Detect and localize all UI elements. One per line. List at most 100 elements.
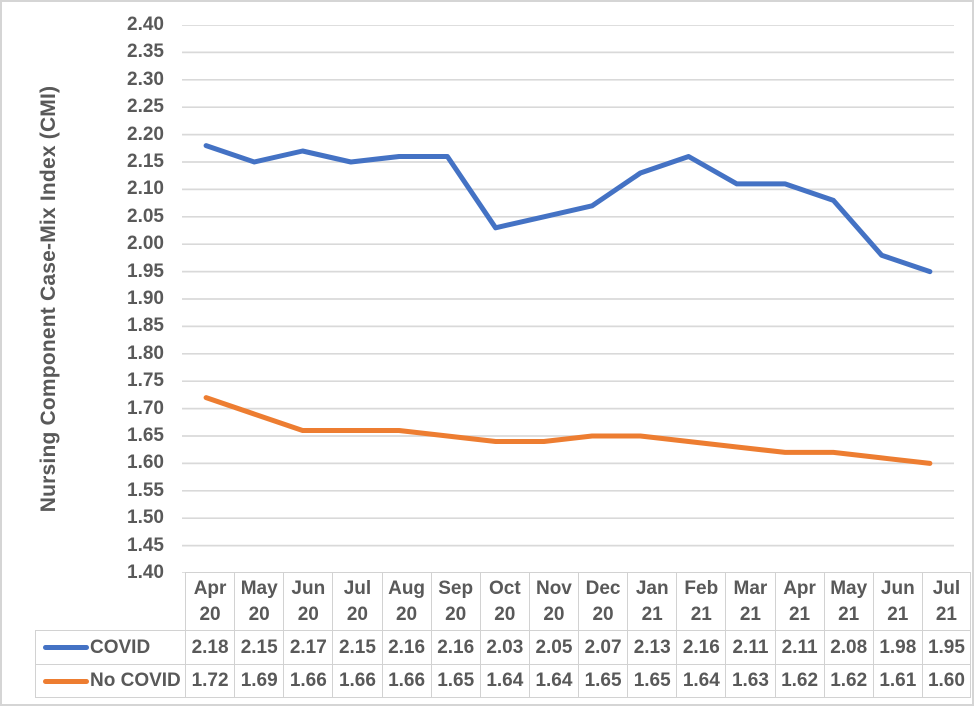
table-header-cell: May 20 — [234, 572, 284, 630]
table-header-cell: Feb 21 — [676, 572, 726, 630]
y-tick-label: 2.05 — [127, 205, 164, 227]
table-value-cell: 2.03 — [479, 630, 529, 664]
header-year: 20 — [346, 603, 368, 625]
table-header-cell: Dec 20 — [578, 572, 628, 630]
legend-cell: No COVID — [35, 664, 185, 698]
header-month: Sep — [438, 577, 474, 599]
y-tick-label: 2.15 — [127, 151, 164, 172]
y-tick-label: 2.40 — [127, 14, 164, 35]
y-tick-label: 2.00 — [127, 233, 164, 255]
table-value-cell: 1.95 — [921, 630, 971, 664]
table-value-cell: 2.16 — [381, 630, 431, 664]
header-month: Oct — [488, 577, 521, 599]
header-year: 21 — [641, 603, 663, 625]
y-axis-title: Nursing Component Case-Mix Index (CMI) — [37, 85, 60, 513]
header-month: Mar — [733, 577, 768, 599]
y-tick-label: 2.10 — [127, 178, 164, 200]
table-header-cell: Oct 20 — [479, 572, 529, 630]
header-year: 20 — [592, 603, 614, 625]
table-value-cell: 1.65 — [578, 664, 628, 698]
y-tick-label: 2.30 — [127, 68, 164, 90]
header-month: Nov — [535, 577, 572, 599]
table-value-cell: 2.16 — [676, 630, 726, 664]
y-tick-label: 1.40 — [127, 562, 164, 583]
table-value-cell: 1.62 — [774, 664, 824, 698]
table-value-cell: 1.72 — [185, 664, 235, 698]
table-value-cell: 1.69 — [234, 664, 284, 698]
header-year: 20 — [248, 603, 270, 625]
table-value-cell: 1.61 — [872, 664, 922, 698]
table-header-cell: Jul 20 — [332, 572, 382, 630]
y-tick-label: 1.70 — [127, 397, 164, 419]
legend-label: No COVID — [90, 670, 181, 691]
table-value-cell: 1.66 — [381, 664, 431, 698]
header-year: 20 — [494, 603, 516, 625]
header-year: 21 — [838, 603, 860, 625]
header-year: 21 — [690, 603, 712, 625]
table-value-cell: 1.65 — [430, 664, 480, 698]
header-month: Jun — [291, 577, 326, 599]
table-value-cell: 2.17 — [283, 630, 333, 664]
table-value-cell: 1.60 — [921, 664, 971, 698]
table-value-cell: 2.16 — [430, 630, 480, 664]
table-value-cell: 2.15 — [234, 630, 284, 664]
legend-cell: COVID — [35, 630, 185, 664]
plot-area — [182, 25, 954, 573]
header-month: Aug — [388, 577, 426, 599]
table-header-cell: Apr 20 — [185, 572, 235, 630]
legend-line-swatch — [43, 645, 89, 650]
y-tick-label: 1.45 — [127, 534, 164, 556]
header-month: Dec — [585, 577, 621, 599]
legend-label: COVID — [90, 636, 151, 658]
table-value-cell: 2.18 — [185, 630, 235, 664]
table-value-cell: 2.07 — [578, 630, 628, 664]
header-year: 20 — [395, 603, 418, 625]
table-header-cell: Jul 21 — [921, 572, 971, 630]
y-tick-label: 1.60 — [127, 452, 164, 474]
table-header-cell: Mar 21 — [725, 572, 775, 630]
y-tick-label: 1.75 — [127, 370, 164, 392]
table-value-cell: 2.11 — [774, 630, 824, 664]
header-month: May — [240, 577, 278, 599]
series-line-covid — [203, 143, 933, 275]
table-value-cell: 1.62 — [823, 664, 873, 698]
table-value-cell: 1.64 — [676, 664, 726, 698]
header-month: Jun — [880, 577, 915, 599]
table-value-cell: 2.05 — [528, 630, 578, 664]
table-value-cell: 2.13 — [627, 630, 677, 664]
table-header-cell: Jun 21 — [872, 572, 922, 630]
y-tick-label: 1.80 — [127, 342, 164, 364]
y-tick-label: 1.55 — [127, 479, 164, 501]
header-month: May — [830, 577, 868, 599]
header-year: 20 — [445, 603, 467, 625]
table-value-cell: 2.15 — [332, 630, 382, 664]
y-tick-label: 1.90 — [127, 288, 164, 309]
table-header-cell: Apr 21 — [774, 572, 824, 630]
header-month: Jul — [343, 577, 372, 599]
table-value-cell: 1.66 — [332, 664, 382, 698]
header-year: 20 — [199, 603, 221, 625]
y-tick-label: 1.85 — [127, 315, 164, 337]
table-value-cell: 1.63 — [725, 664, 775, 698]
table-value-cell: 1.64 — [479, 664, 529, 698]
table-value-cell: 2.11 — [725, 630, 775, 664]
table-value-cell: 1.66 — [283, 664, 333, 698]
table-value-cell: 2.08 — [823, 630, 873, 664]
y-tick-label: 2.20 — [127, 123, 164, 145]
table-header-cell: Nov 20 — [528, 572, 578, 630]
table-value-cell: 1.64 — [528, 664, 578, 698]
legend-line-swatch — [43, 678, 89, 684]
y-tick-label: 1.95 — [127, 260, 164, 282]
y-tick-label: 2.35 — [127, 41, 164, 63]
table-header-cell: Sep 20 — [430, 572, 480, 630]
y-tick-label: 1.65 — [127, 425, 164, 446]
header-month: Apr — [193, 577, 227, 599]
header-year: 20 — [543, 603, 565, 625]
table-header-cell: Jan 21 — [627, 572, 677, 630]
header-year: 21 — [739, 603, 761, 625]
table-header-cell: Jun 20 — [283, 572, 333, 630]
header-month: Jul — [932, 577, 961, 599]
table-header-cell: Aug 20 — [381, 572, 431, 630]
y-tick-label: 2.25 — [127, 96, 164, 118]
